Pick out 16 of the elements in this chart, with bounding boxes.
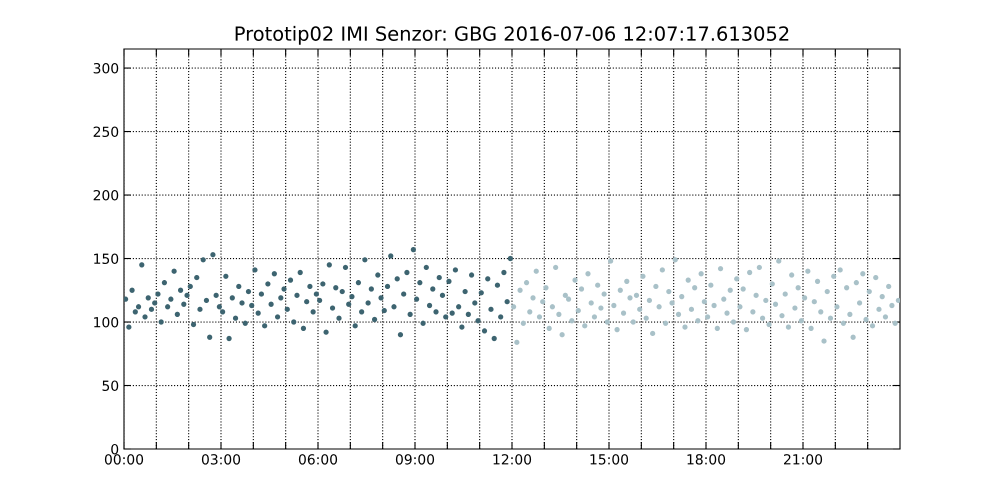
- x-tick-label: 15:00: [590, 454, 628, 465]
- y-tick-label: 250: [94, 126, 118, 138]
- x-tick-label: 12:00: [494, 454, 532, 465]
- y-tick-label: 200: [94, 190, 118, 201]
- x-tick-label: 06:00: [298, 454, 338, 465]
- y-tick-label: 0: [111, 444, 118, 454]
- x-tick-label: 21:00: [784, 454, 822, 465]
- chart-title: Prototip02 IMI Senzor: GBG 2016-07-06 12:07:17.613052: [236, 26, 788, 45]
- x-tick-label: 18:00: [688, 454, 726, 465]
- y-tick-label: 150: [94, 253, 118, 264]
- x-tick-label: 03:00: [202, 454, 240, 465]
- y-tick-label: 50: [102, 380, 118, 391]
- x-tick-label: 00:00: [104, 454, 144, 465]
- y-tick-label: 100: [94, 316, 118, 328]
- y-tick-label: 300: [94, 63, 118, 74]
- x-tick-label: 09:00: [396, 454, 434, 465]
